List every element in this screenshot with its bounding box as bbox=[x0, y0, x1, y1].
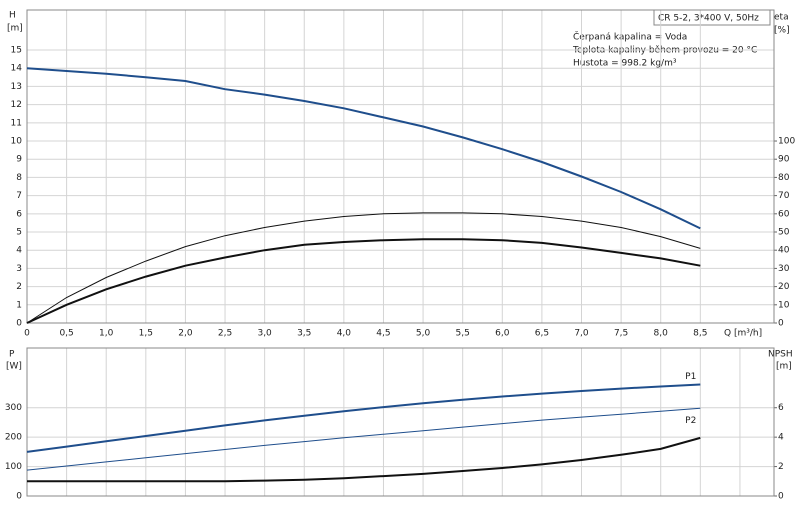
y2-tick-label: 4 bbox=[778, 433, 784, 443]
y-unit: [W] bbox=[6, 362, 22, 372]
x-tick-label: 7,5 bbox=[614, 329, 628, 339]
y-tick-label: 3 bbox=[16, 264, 22, 274]
x-tick-label: 6,0 bbox=[495, 329, 510, 339]
y-tick-label: 100 bbox=[5, 462, 22, 472]
y-tick-label: 2 bbox=[16, 282, 22, 292]
curve bbox=[26, 383, 701, 453]
x-tick-label: 6,5 bbox=[535, 329, 549, 339]
y-label: P bbox=[9, 350, 15, 360]
curve bbox=[27, 436, 701, 483]
y-tick-label: 10 bbox=[11, 137, 23, 147]
y2-tick-label: 2 bbox=[778, 462, 784, 472]
series-label: P1 bbox=[685, 372, 696, 382]
x-tick-label: 8,0 bbox=[654, 329, 669, 339]
y-tick-label: 14 bbox=[11, 64, 23, 74]
x-tick-label: 7,0 bbox=[574, 329, 589, 339]
y-tick-label: 6 bbox=[16, 209, 22, 219]
x-tick-label: 5,0 bbox=[416, 329, 431, 339]
x-tick-label: 4,0 bbox=[337, 329, 352, 339]
y-tick-label: 0 bbox=[16, 492, 22, 502]
y2-tick-label: 50 bbox=[778, 228, 790, 238]
y2-tick-label: 10 bbox=[778, 300, 790, 310]
x-tick-label: 1,0 bbox=[99, 329, 114, 339]
annotation: Hustota = 998.2 kg/m³ bbox=[573, 59, 677, 69]
x-tick-label: 3,0 bbox=[257, 329, 272, 339]
y2-tick-label: 6 bbox=[778, 403, 784, 413]
y2-tick-label: 70 bbox=[778, 191, 790, 201]
y-tick-label: 7 bbox=[16, 191, 22, 201]
x-tick-label: 0 bbox=[24, 329, 30, 339]
x-tick-label: 0,5 bbox=[59, 329, 73, 339]
curve bbox=[26, 212, 701, 324]
y2-tick-label: 40 bbox=[778, 246, 790, 256]
x-tick-label: 2,5 bbox=[218, 329, 232, 339]
y-tick-label: 9 bbox=[16, 155, 22, 165]
y2-tick-label: 100 bbox=[778, 137, 795, 147]
y2-tick-label: 80 bbox=[778, 173, 790, 183]
y2-tick-label: 90 bbox=[778, 155, 790, 165]
plot-frame bbox=[26, 9, 775, 324]
x-label: Q [m³/h] bbox=[724, 329, 762, 339]
plot-frame bbox=[26, 347, 775, 497]
y2-tick-label: 30 bbox=[778, 264, 790, 274]
y-tick-label: 11 bbox=[11, 118, 22, 128]
x-tick-label: 8,5 bbox=[693, 329, 707, 339]
annotation: Čerpaná kapalina = Voda bbox=[573, 31, 687, 43]
curve bbox=[26, 67, 701, 230]
y-tick-label: 8 bbox=[16, 173, 22, 183]
y2-label: NPSH bbox=[768, 350, 793, 360]
x-tick-label: 4,5 bbox=[376, 329, 390, 339]
y-tick-label: 15 bbox=[11, 46, 22, 56]
x-tick-label: 5,5 bbox=[456, 329, 470, 339]
y-tick-label: 200 bbox=[5, 433, 22, 443]
y2-unit: [m] bbox=[776, 362, 792, 372]
y-tick-label: 1 bbox=[16, 300, 22, 310]
y2-tick-label: 0 bbox=[778, 319, 784, 329]
y-tick-label: 5 bbox=[16, 228, 22, 238]
y2-tick-label: 20 bbox=[778, 282, 790, 292]
x-tick-label: 3,5 bbox=[297, 329, 311, 339]
y-label: H bbox=[9, 11, 16, 21]
curve bbox=[26, 238, 701, 324]
annotation: CR 5-2, 3*400 V, 50Hz bbox=[658, 14, 759, 24]
y2-unit: [%] bbox=[774, 26, 790, 36]
y2-tick-label: 60 bbox=[778, 209, 790, 219]
curve bbox=[26, 407, 701, 471]
x-tick-label: 2,0 bbox=[178, 329, 193, 339]
y-tick-label: 300 bbox=[5, 403, 22, 413]
y-tick-label: 13 bbox=[11, 82, 22, 92]
y-tick-label: 12 bbox=[11, 100, 22, 110]
y-tick-label: 4 bbox=[16, 246, 22, 256]
series-label: P2 bbox=[685, 416, 696, 426]
y2-tick-label: 0 bbox=[778, 492, 784, 502]
y-unit: [m] bbox=[7, 24, 23, 34]
x-tick-label: 1,5 bbox=[139, 329, 153, 339]
y2-label: eta bbox=[774, 13, 789, 23]
y-tick-label: 0 bbox=[16, 319, 22, 329]
